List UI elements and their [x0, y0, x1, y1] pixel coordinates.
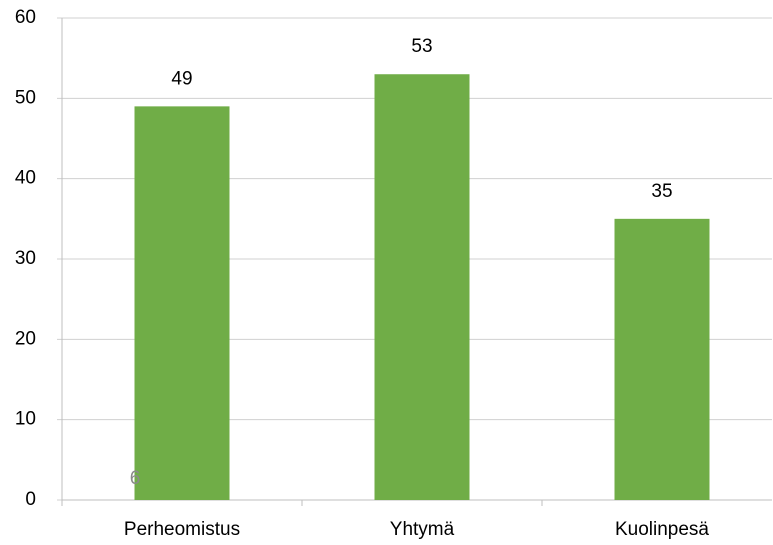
x-tick-label: Perheomistus — [124, 519, 240, 540]
data-label: 35 — [651, 181, 672, 202]
y-tick-label: 30 — [15, 248, 36, 269]
y-tick-label: 0 — [25, 489, 36, 510]
y-tick-label: 60 — [15, 7, 36, 28]
y-tick-label: 50 — [15, 87, 36, 108]
x-tick-label: Kuolinpesä — [615, 519, 709, 540]
data-label: 53 — [411, 36, 432, 57]
bar — [614, 218, 710, 501]
annotation: 6 — [130, 468, 141, 489]
bar — [134, 106, 230, 500]
x-tick-label: Yhtymä — [390, 519, 455, 540]
y-tick-label: 40 — [15, 168, 36, 189]
bar — [374, 74, 470, 500]
data-label: 49 — [171, 68, 192, 89]
y-tick-label: 20 — [15, 328, 36, 349]
y-tick-label: 10 — [15, 409, 36, 430]
